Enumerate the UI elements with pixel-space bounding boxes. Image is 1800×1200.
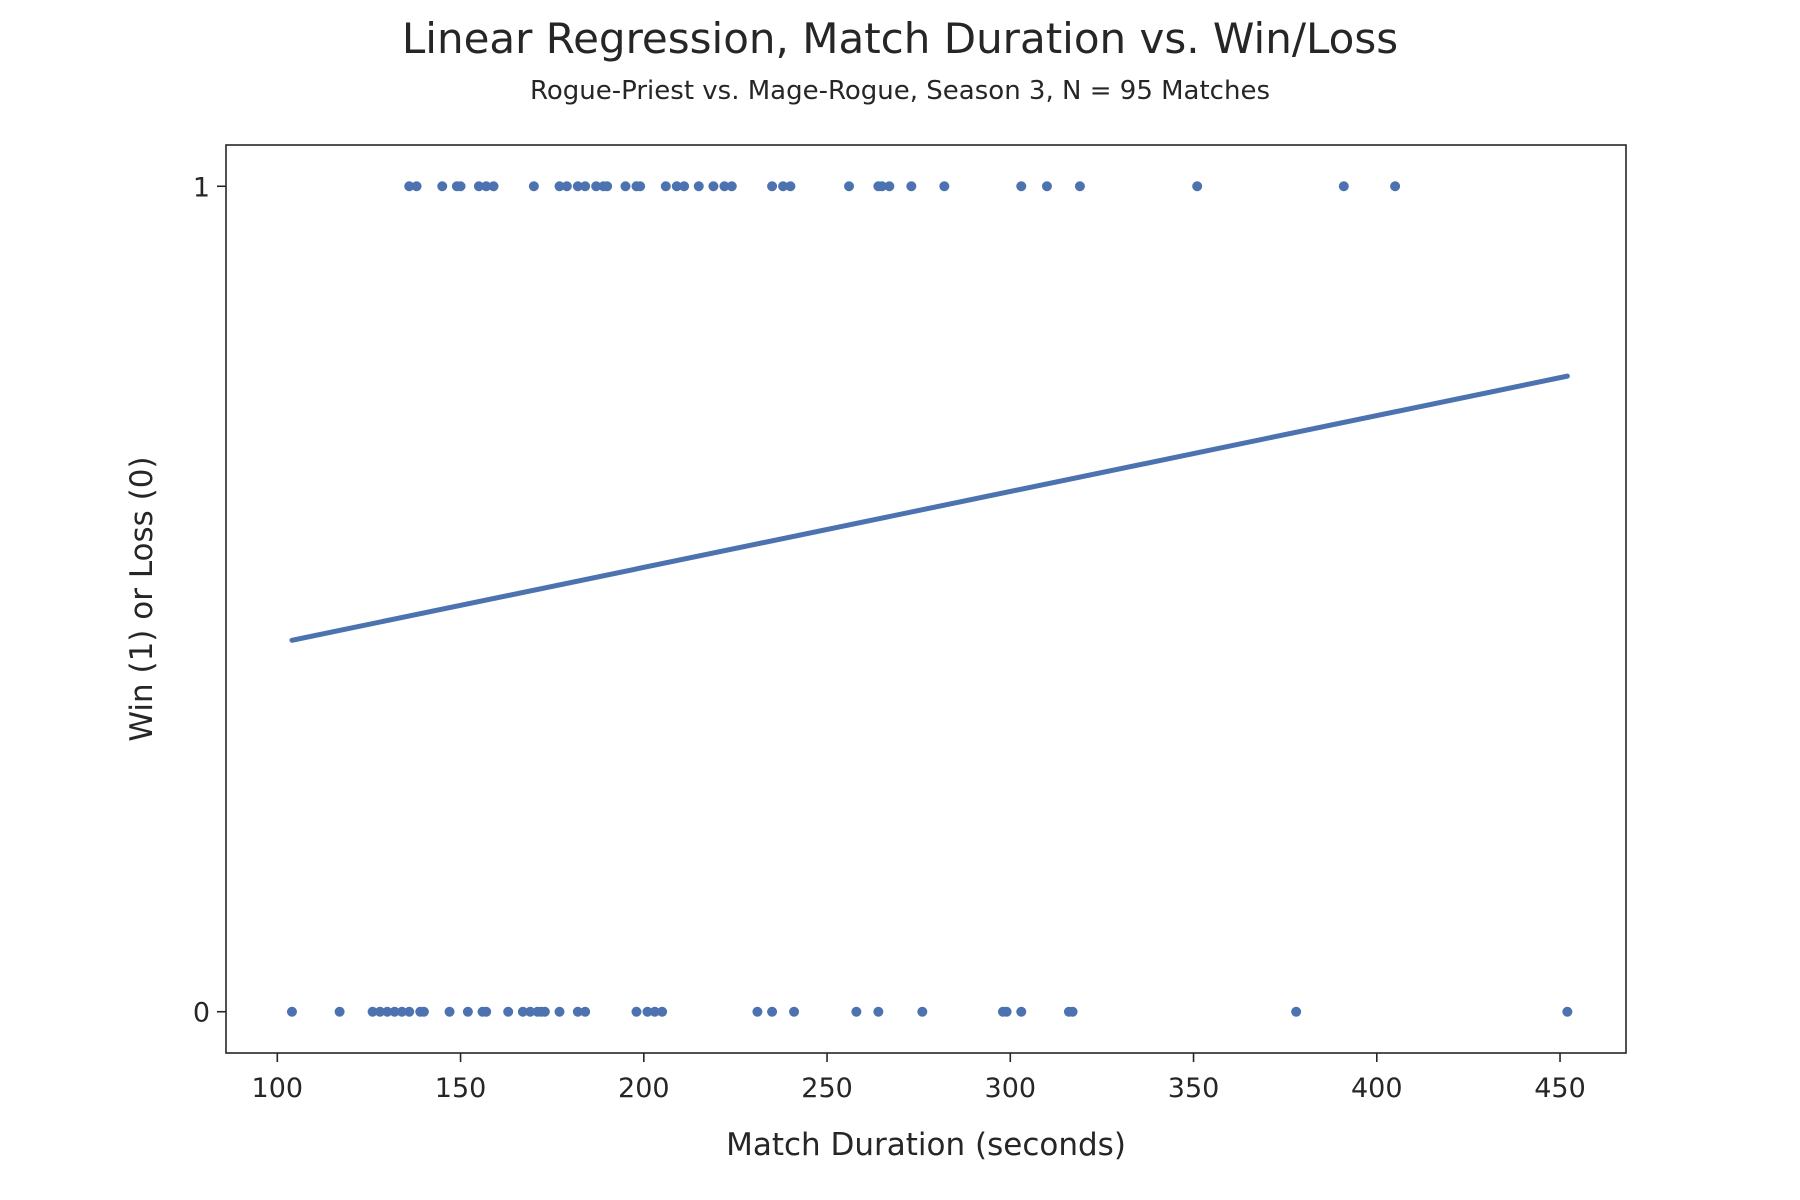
data-point bbox=[657, 1006, 668, 1017]
data-point bbox=[1338, 181, 1349, 192]
data-point bbox=[404, 181, 415, 192]
x-tick-label: 200 bbox=[618, 1073, 670, 1104]
data-point bbox=[1001, 1006, 1012, 1017]
data-point bbox=[693, 181, 704, 192]
data-point bbox=[404, 1006, 415, 1017]
y-axis: 01 bbox=[193, 172, 226, 1029]
data-point bbox=[785, 181, 796, 192]
data-point bbox=[517, 1006, 528, 1017]
data-point bbox=[561, 181, 572, 192]
data-point bbox=[1016, 1006, 1027, 1017]
data-point bbox=[488, 181, 499, 192]
data-point bbox=[708, 181, 719, 192]
x-tick-label: 450 bbox=[1534, 1073, 1586, 1104]
data-point bbox=[462, 1006, 473, 1017]
data-point bbox=[939, 181, 950, 192]
data-point bbox=[1041, 181, 1052, 192]
data-point bbox=[1192, 181, 1203, 192]
plot-frame bbox=[225, 144, 1627, 1054]
data-point bbox=[418, 1006, 429, 1017]
data-point bbox=[554, 181, 565, 192]
data-point bbox=[844, 181, 855, 192]
plot-area bbox=[286, 181, 1573, 1017]
data-point bbox=[539, 1006, 550, 1017]
y-tick-label: 1 bbox=[193, 172, 210, 203]
regression-line bbox=[289, 373, 1570, 643]
data-point bbox=[1067, 1006, 1078, 1017]
data-point bbox=[396, 1006, 407, 1017]
data-point bbox=[873, 1006, 884, 1017]
data-point bbox=[767, 1006, 778, 1017]
x-axis-label: Match Duration (seconds) bbox=[726, 1127, 1126, 1163]
data-point bbox=[906, 181, 917, 192]
data-point bbox=[503, 1006, 514, 1017]
data-point bbox=[778, 181, 789, 192]
data-point bbox=[671, 181, 682, 192]
x-tick-label: 100 bbox=[252, 1073, 304, 1104]
data-point bbox=[580, 181, 591, 192]
data-point bbox=[679, 181, 690, 192]
chart-subtitle: Rogue-Priest vs. Mage-Rogue, Season 3, N… bbox=[529, 76, 1270, 106]
data-point bbox=[411, 181, 422, 192]
data-point bbox=[726, 181, 737, 192]
data-point bbox=[1390, 181, 1401, 192]
data-point bbox=[660, 181, 671, 192]
data-point bbox=[572, 1006, 583, 1017]
data-point bbox=[374, 1006, 385, 1017]
data-point bbox=[602, 181, 613, 192]
data-point bbox=[286, 1006, 297, 1017]
data-point bbox=[481, 181, 492, 192]
data-point bbox=[455, 181, 466, 192]
data-point bbox=[382, 1006, 393, 1017]
data-point bbox=[631, 1006, 642, 1017]
data-point bbox=[389, 1006, 400, 1017]
x-tick-label: 250 bbox=[801, 1073, 853, 1104]
data-point bbox=[481, 1006, 492, 1017]
y-tick-label: 0 bbox=[193, 998, 210, 1029]
data-point bbox=[334, 1006, 345, 1017]
data-point bbox=[554, 1006, 565, 1017]
data-point bbox=[649, 1006, 660, 1017]
data-point bbox=[620, 181, 631, 192]
x-tick-label: 400 bbox=[1351, 1073, 1403, 1104]
x-axis: 100 150 200 250 300 350 400 450 bbox=[252, 1053, 1586, 1104]
data-point bbox=[642, 1006, 653, 1017]
data-point bbox=[884, 181, 895, 192]
data-point bbox=[752, 1006, 763, 1017]
data-point bbox=[444, 1006, 455, 1017]
data-point bbox=[1562, 1006, 1573, 1017]
data-point bbox=[591, 181, 602, 192]
data-point bbox=[525, 1006, 536, 1017]
data-point bbox=[437, 181, 448, 192]
data-point bbox=[635, 181, 646, 192]
chart-title: Linear Regression, Match Duration vs. Wi… bbox=[401, 14, 1399, 63]
data-point bbox=[367, 1006, 378, 1017]
x-tick-label: 350 bbox=[1168, 1073, 1220, 1104]
data-point bbox=[719, 181, 730, 192]
data-point bbox=[528, 181, 539, 192]
data-point bbox=[877, 181, 888, 192]
x-tick-label: 300 bbox=[985, 1073, 1037, 1104]
data-point bbox=[767, 181, 778, 192]
data-point bbox=[473, 181, 484, 192]
data-point bbox=[917, 1006, 928, 1017]
data-point bbox=[1291, 1006, 1302, 1017]
x-tick-label: 150 bbox=[435, 1073, 487, 1104]
data-point bbox=[851, 1006, 862, 1017]
data-point bbox=[580, 1006, 591, 1017]
data-point bbox=[1016, 181, 1027, 192]
data-point bbox=[1074, 181, 1085, 192]
data-point bbox=[572, 181, 583, 192]
y-axis-label: Win (1) or Loss (0) bbox=[124, 456, 160, 741]
data-point bbox=[789, 1006, 800, 1017]
